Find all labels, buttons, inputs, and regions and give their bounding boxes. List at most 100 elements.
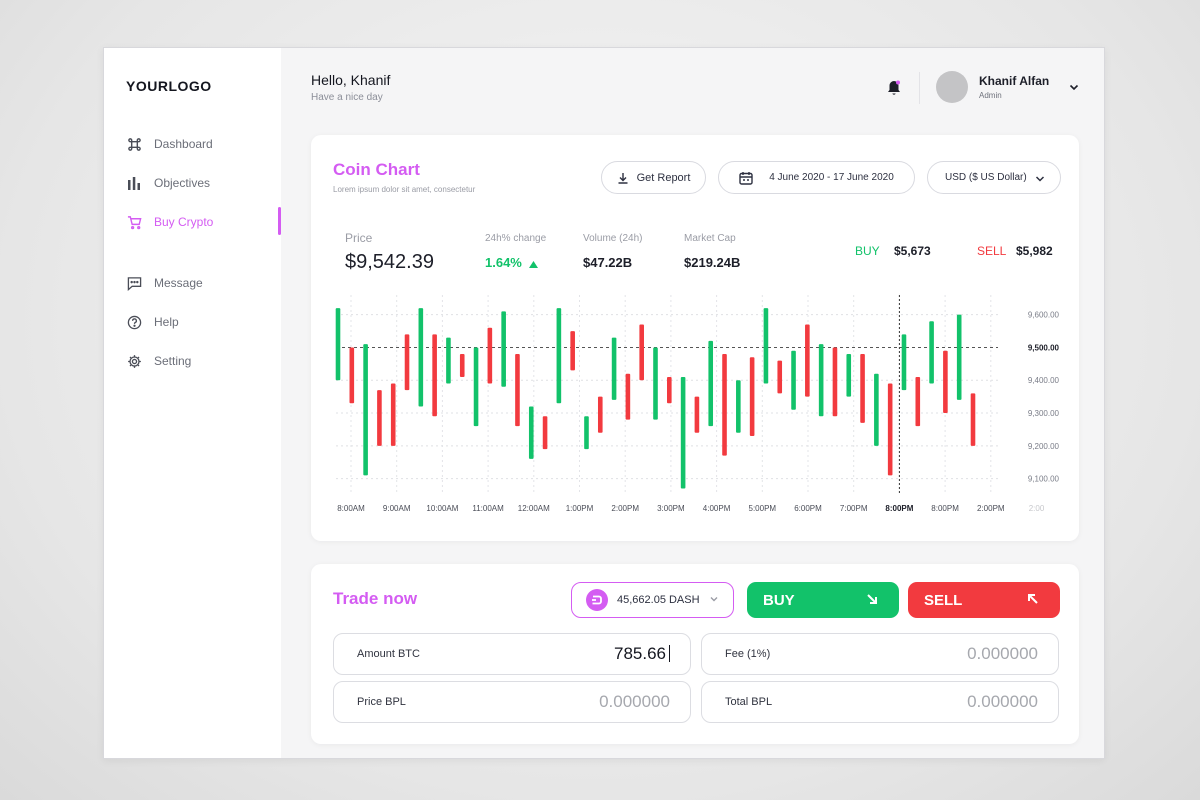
x-tick-label: 6:00PM [794, 504, 822, 513]
buy-value: $5,673 [894, 244, 931, 258]
candle [515, 354, 520, 427]
buy-label: BUY [855, 244, 880, 258]
candle [487, 327, 493, 384]
candle [584, 416, 589, 450]
date-range-value: 4 June 2020 - 17 June 2020 [769, 172, 894, 183]
user-role: Admin [979, 91, 1002, 100]
price-value: $9,542.39 [345, 251, 434, 273]
candle [473, 347, 479, 427]
candle [736, 380, 741, 433]
candle [542, 416, 548, 450]
sidebar-item-setting[interactable]: Setting [126, 350, 281, 372]
x-tick-label: 11:00AM [472, 504, 504, 513]
cart-icon [126, 214, 142, 230]
candle [694, 396, 700, 433]
arrow-up-left-icon [1026, 592, 1040, 610]
x-tick-label: 4:00PM [703, 504, 731, 513]
candle [680, 376, 686, 489]
candle [874, 373, 879, 446]
candle [639, 324, 644, 381]
sell-button[interactable]: SELL [908, 582, 1060, 618]
candlestick-chart[interactable]: 9,600.00 9,500.00 9,400.00 9,300.00 9,200.00… [311, 135, 1079, 541]
user-name: Khanif Alfan [979, 74, 1050, 88]
logo: YOURLOGO [126, 78, 212, 94]
candle [805, 324, 810, 397]
wallet-select[interactable]: 45,662.05 DASH [571, 582, 734, 618]
y-tick-label: 9,200.00 [1028, 442, 1060, 451]
sell-label: SELL [977, 244, 1007, 258]
candle [846, 354, 852, 397]
market-cap-value: $219.24B [684, 255, 741, 270]
change-value: 1.64% [485, 255, 538, 271]
x-tick-label: 8:00PM [931, 504, 959, 513]
candle [777, 360, 783, 394]
get-report-button[interactable]: Get Report [601, 161, 706, 194]
candle [446, 337, 451, 384]
header-divider [919, 72, 920, 104]
x-tick-label: 2:00PM [611, 504, 639, 513]
candle [611, 337, 617, 400]
volume-label: Volume (24h) [583, 233, 643, 244]
y-tick-label: 9,600.00 [1028, 311, 1060, 320]
total-bpl-field[interactable]: Total BPL 0.000000 [701, 681, 1059, 723]
sidebar-item-label: Dashboard [154, 137, 213, 151]
candle [970, 393, 976, 446]
candle [556, 308, 562, 404]
total-bpl-value: 0.000000 [967, 692, 1038, 711]
price-bpl-label: Price BPL [357, 696, 406, 708]
currency-select[interactable]: USD ($ US Dollar) [927, 161, 1061, 194]
date-range-picker[interactable]: 4 June 2020 - 17 June 2020 [718, 161, 915, 194]
sidebar-item-objectives[interactable]: Objectives [126, 172, 281, 194]
sidebar-item-label: Help [154, 315, 179, 329]
notification-bell-icon[interactable] [886, 79, 904, 97]
sell-value: $5,982 [1016, 244, 1053, 258]
candle [363, 344, 368, 476]
amount-btc-label: Amount BTC [357, 648, 420, 660]
x-tick-label: 3:00PM [657, 504, 685, 513]
candle [901, 334, 907, 391]
fee-value: 0.000000 [967, 644, 1038, 663]
candle [763, 308, 769, 384]
text-cursor [669, 645, 670, 662]
amount-btc-field[interactable]: Amount BTC 785.66 [333, 633, 691, 675]
sidebar-item-dashboard[interactable]: Dashboard [126, 133, 281, 155]
candle [749, 357, 755, 436]
y-tick-label: 9,500.00 [1028, 343, 1060, 352]
wallet-balance: 45,662.05 DASH [617, 594, 700, 606]
download-icon [617, 172, 629, 184]
candle [570, 331, 575, 371]
price-bpl-field[interactable]: Price BPL 0.000000 [333, 681, 691, 723]
sidebar-item-buy-crypto[interactable]: Buy Crypto [126, 207, 281, 235]
candle [404, 334, 410, 391]
buy-button[interactable]: BUY [747, 582, 899, 618]
arrow-down-right-icon [865, 592, 879, 610]
candle [418, 308, 424, 407]
volume-value: $47.22B [583, 255, 633, 270]
x-tick-label: 7:00PM [840, 504, 868, 513]
candle [667, 376, 672, 404]
chevron-down-icon [709, 594, 719, 607]
fee-field[interactable]: Fee (1%) 0.000000 [701, 633, 1059, 675]
candle [625, 373, 631, 420]
sidebar-item-message[interactable]: Message [126, 272, 281, 294]
trade-title: Trade now [333, 589, 418, 608]
sidebar-item-label: Setting [154, 354, 192, 368]
x-tick-label: 5:00PM [749, 504, 777, 513]
y-tick-label: 9,400.00 [1028, 376, 1060, 385]
coin-chart-subtitle: Lorem ipsum dolor sit amet, consectetur [333, 185, 476, 194]
sidebar-item-help[interactable]: Help [126, 311, 281, 333]
avatar[interactable] [936, 71, 968, 103]
candle [597, 396, 603, 433]
message-icon [126, 275, 142, 291]
change-label: 24h% change [485, 233, 547, 244]
price-bpl-value: 0.000000 [599, 692, 670, 711]
command-icon [126, 136, 142, 152]
amount-btc-value: 785.66 [614, 644, 670, 664]
candle [915, 376, 921, 427]
greeting-subtitle: Have a nice day [311, 92, 383, 103]
x-tick-label: 8:00PM [885, 504, 913, 513]
candle [791, 350, 796, 410]
candle [653, 347, 658, 420]
chevron-down-icon[interactable] [1068, 80, 1080, 92]
fee-label: Fee (1%) [725, 648, 771, 660]
